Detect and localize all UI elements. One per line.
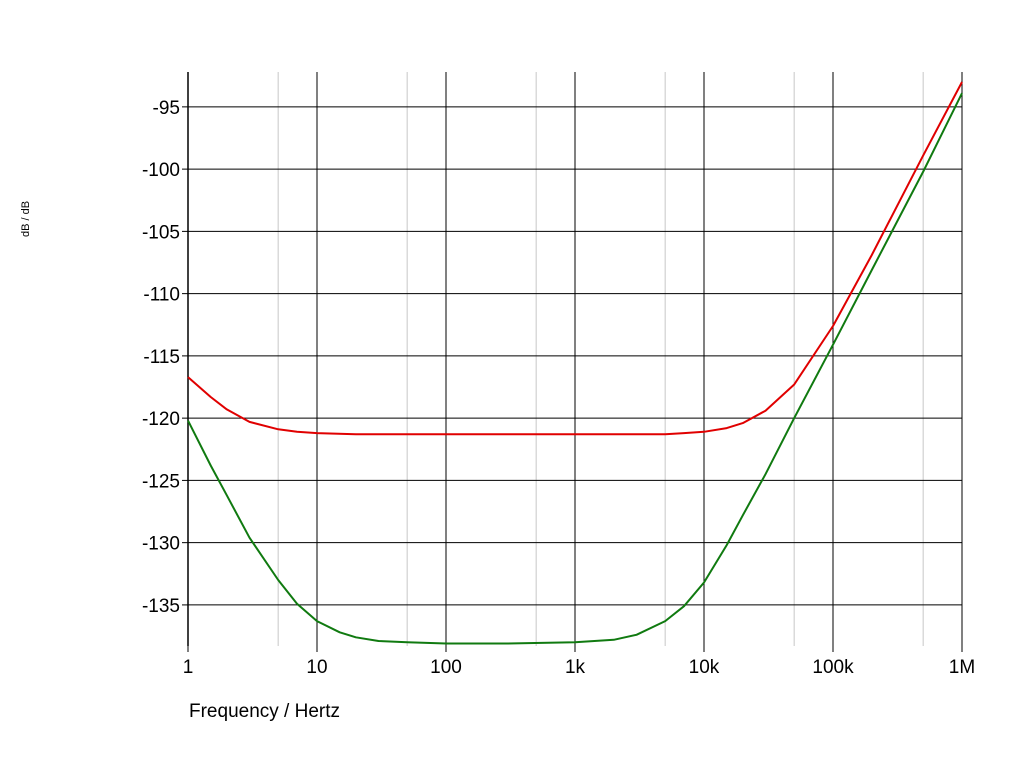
- y-tick-label: -115: [143, 347, 180, 368]
- series-line-1: [187, 81, 963, 436]
- series-line-2: [187, 92, 963, 645]
- x-tick-label: 100k: [812, 657, 854, 678]
- y-tick-label: -110: [143, 285, 180, 306]
- x-axis-ticks: 1 10 100 1k 10k 100k 1M: [183, 646, 975, 678]
- y-axis-label: dB / dB: [20, 201, 32, 237]
- x-tick-label: 1: [183, 657, 194, 678]
- x-tick-label: 1k: [565, 657, 586, 678]
- y-tick-label: -130: [142, 534, 180, 555]
- y-tick-label: -120: [142, 409, 180, 430]
- y-axis-ticks: -95 -100 -105 -110 -115 -120 -125 -130 -135: [142, 98, 188, 617]
- series-layer: [187, 81, 963, 645]
- major-gridlines: [187, 72, 963, 646]
- x-axis-label: Frequency / Hertz: [189, 701, 340, 722]
- x-tick-label: 10k: [689, 657, 720, 678]
- y-tick-label: -100: [142, 160, 180, 181]
- x-tick-label: 10: [306, 657, 327, 678]
- y-tick-label: -105: [142, 222, 180, 243]
- y-tick-label: -135: [142, 596, 180, 617]
- x-tick-label: 1M: [949, 657, 975, 678]
- minor-gridlines: [277, 72, 924, 646]
- y-tick-label: -95: [153, 98, 180, 119]
- x-tick-label: 100: [430, 657, 462, 678]
- y-tick-label: -125: [142, 471, 180, 492]
